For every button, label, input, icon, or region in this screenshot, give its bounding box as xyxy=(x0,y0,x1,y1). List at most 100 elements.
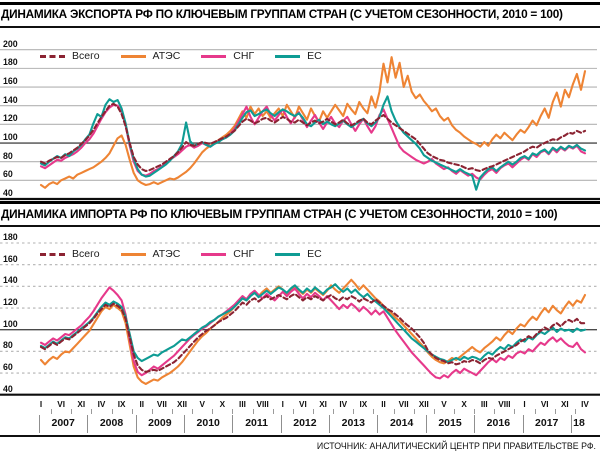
x-minor-tick xyxy=(514,409,516,414)
y-tick-label: 200 xyxy=(3,38,18,49)
x-month-label: VII xyxy=(398,400,409,409)
x-month-label: X xyxy=(461,400,467,409)
x-month-label: I xyxy=(523,400,526,409)
year-separator xyxy=(474,415,476,433)
x-year-label: 2010 xyxy=(196,417,220,429)
x-month-label: I xyxy=(281,400,284,409)
x-minor-tick xyxy=(171,409,173,414)
x-month-label: IV xyxy=(581,400,589,409)
x-minor-tick xyxy=(433,409,435,414)
x-month-label: XII xyxy=(418,400,429,409)
x-month-label: XI xyxy=(560,400,569,409)
x-minor-tick xyxy=(413,409,415,414)
x-year-label: 2008 xyxy=(99,417,124,429)
legend-label: АТЭС xyxy=(152,50,181,62)
x-minor-tick xyxy=(313,409,314,414)
legend-label: Всего xyxy=(72,50,100,62)
x-year-label: 2007 xyxy=(51,417,75,429)
y-tick-label: 60 xyxy=(3,362,13,373)
x-month-label: II xyxy=(381,400,386,409)
y-tick-label: 120 xyxy=(3,113,18,124)
year-separator xyxy=(232,415,234,433)
legend-item-es: ЕС xyxy=(275,248,322,260)
y-tick-label: 40 xyxy=(3,188,13,198)
import-chart-title: ДИНАМИКА ИМПОРТА РФ ПО КЛЮЧЕВЫМ ГРУППАМ … xyxy=(1,207,558,221)
legend-label: ЕС xyxy=(307,248,322,260)
x-minor-tick xyxy=(192,409,194,414)
x-minor-tick xyxy=(51,409,53,414)
x-minor-tick xyxy=(554,409,556,414)
dashed-line-swatch xyxy=(40,252,65,256)
x-month-label: II xyxy=(139,400,145,409)
x-year-label: 2012 xyxy=(293,417,317,429)
x-minor-tick xyxy=(212,409,214,414)
legend-label: ЕС xyxy=(307,50,322,62)
y-tick-label: 80 xyxy=(3,150,13,161)
x-month-label: I xyxy=(39,400,43,409)
legend-item-es: ЕС xyxy=(275,50,322,62)
x-minor-tick xyxy=(252,409,254,414)
x-month-label: VIII xyxy=(498,400,511,409)
year-separator xyxy=(425,415,427,433)
year-separator xyxy=(39,415,40,433)
legend-item-ates: АТЭС xyxy=(120,50,181,62)
year-separator xyxy=(329,415,331,433)
year-separator xyxy=(570,415,572,433)
y-tick-label: 160 xyxy=(3,76,18,87)
x-minor-tick xyxy=(111,409,113,414)
legend-item-sng: СНГ xyxy=(201,50,254,62)
x-year-label: 2015 xyxy=(438,417,462,429)
x-month-label: IX xyxy=(117,400,126,409)
bottom-rule xyxy=(0,435,600,437)
x-year-label: 2013 xyxy=(341,417,365,429)
year-separator xyxy=(184,415,186,433)
x-minor-tick xyxy=(131,409,133,414)
x-minor-tick xyxy=(474,409,476,414)
series-line-Всего xyxy=(39,292,587,373)
export-title-underline xyxy=(0,26,600,28)
x-month-label: VII xyxy=(156,400,167,409)
y-tick-label: 180 xyxy=(3,232,18,242)
import-title-underline xyxy=(0,225,600,227)
x-month-label: VI xyxy=(299,400,307,409)
series-line-Всего xyxy=(39,102,587,173)
y-tick-label: 40 xyxy=(3,383,13,394)
legend-item-sng: СНГ xyxy=(201,248,254,260)
year-separator xyxy=(280,415,282,433)
x-month-label: VIII xyxy=(256,400,269,409)
x-month-label: IV xyxy=(97,400,106,409)
legend-item-ates: АТЭС xyxy=(120,248,180,260)
y-tick-label: 180 xyxy=(3,57,18,68)
line-swatch xyxy=(120,252,146,256)
export-chart-legend: Всего АТЭС СНГ ЕС xyxy=(40,50,343,62)
x-month-label: V xyxy=(199,400,205,409)
series-line-АТЭС xyxy=(39,56,587,189)
dashed-line-swatch xyxy=(40,54,65,58)
y-tick-label: 100 xyxy=(3,318,18,329)
line-swatch xyxy=(201,252,227,256)
x-minor-tick xyxy=(393,409,395,414)
x-minor-tick xyxy=(232,409,234,414)
x-minor-tick xyxy=(333,409,335,414)
x-minor-tick xyxy=(151,409,153,414)
x-month-label: VI xyxy=(57,400,66,409)
y-tick-label: 80 xyxy=(3,340,13,351)
x-year-label: 2014 xyxy=(389,417,414,429)
legend-label: СНГ xyxy=(233,50,255,62)
y-tick-label: 140 xyxy=(3,94,18,105)
import-chart-legend: Всего АТЭС СНГ ЕС xyxy=(40,248,343,260)
x-minor-tick xyxy=(534,409,536,414)
y-tick-label: 140 xyxy=(3,275,18,286)
year-separator xyxy=(377,415,379,433)
x-minor-tick xyxy=(494,409,496,414)
x-month-label: X xyxy=(219,400,226,409)
x-month-label: VI xyxy=(540,400,549,409)
y-tick-label: 160 xyxy=(3,253,18,264)
x-month-label: III xyxy=(239,400,246,409)
year-separator xyxy=(135,415,137,433)
legend-item-vsego: Всего xyxy=(40,248,100,260)
line-swatch xyxy=(275,252,301,256)
x-minor-tick xyxy=(353,409,355,414)
